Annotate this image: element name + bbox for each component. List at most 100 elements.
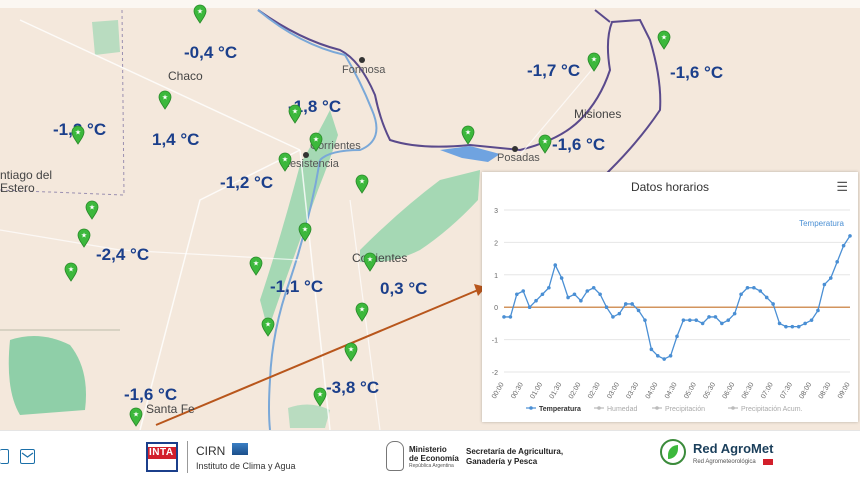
station-marker-icon[interactable]: ★ (355, 302, 369, 322)
flag-icon (763, 459, 773, 465)
x-tick-label: 02:30 (587, 381, 602, 400)
hamburger-menu-icon[interactable]: ☰ (836, 179, 848, 194)
city-dot-formosa (359, 57, 365, 63)
station-marker-icon[interactable]: ★ (355, 174, 369, 194)
station-marker-icon[interactable]: ★ (261, 317, 275, 337)
x-tick-label: 00:00 (491, 381, 506, 400)
svg-text:★: ★ (542, 138, 548, 146)
red-agromet-subtitle: Red Agrometeorológica (693, 459, 756, 465)
svg-text:★: ★ (591, 56, 597, 64)
yacyreta-lake (440, 146, 500, 162)
legend-marker (655, 406, 659, 410)
temperature-point (623, 302, 628, 306)
mail-icon[interactable] (20, 449, 35, 464)
station-marker-icon[interactable]: ★ (64, 262, 78, 282)
hourly-data-chart: Datos horarios ☰ -2 -1 0 1 2 3 00:00 00:30 01:00… (482, 172, 858, 422)
river-paraguay (257, 9, 378, 161)
legend-item: Precipitación Acum. (741, 406, 803, 413)
temperature-point (521, 289, 526, 293)
x-tick-label: 05:30 (702, 381, 717, 400)
svg-text:★: ★ (661, 34, 667, 42)
station-marker-icon[interactable]: ★ (309, 132, 323, 152)
svg-text:★: ★ (197, 8, 203, 16)
svg-text:★: ★ (465, 129, 471, 137)
legend-marker (597, 406, 601, 410)
city-dot-posadas (512, 146, 518, 152)
place-estero: Estero (0, 181, 35, 195)
svg-text:★: ★ (313, 136, 319, 144)
station-marker-icon[interactable]: ★ (461, 125, 475, 145)
station-marker-icon[interactable]: ★ (85, 200, 99, 220)
temp-label: -1,7 °C (527, 61, 581, 80)
station-marker-icon[interactable]: ★ (129, 407, 143, 427)
station-marker-icon[interactable]: ★ (278, 152, 292, 172)
agromet-leaf-icon (660, 439, 686, 465)
x-tick-label: 04:00 (645, 381, 660, 400)
ministerio-line3: República Argentina (409, 463, 454, 469)
temperature-point (707, 315, 711, 319)
ministerio-line1: Ministerio (409, 445, 447, 454)
temperature-point (700, 321, 705, 326)
wetland-sw (8, 336, 86, 415)
temperature-point (508, 315, 513, 319)
x-tick-label: 06:30 (741, 381, 756, 400)
place-corrientes-city: Corrientes (310, 140, 361, 152)
station-marker-icon[interactable]: ★ (363, 252, 377, 272)
temperature-point (559, 276, 564, 280)
x-tick-label: 04:30 (664, 381, 679, 400)
cirn-subtitle: Instituto de Clima y Agua (196, 461, 296, 471)
svg-text:★: ★ (265, 321, 271, 329)
station-marker-icon[interactable]: ★ (249, 256, 263, 276)
cirn-title: CIRN (196, 444, 226, 458)
secretaria-line1: Secretaría de Agricultura, (466, 447, 564, 456)
place-formosa: Formosa (342, 64, 386, 76)
temperature-point (688, 318, 692, 322)
station-marker-icon[interactable]: ★ (298, 222, 312, 242)
chart-plot: -2 -1 0 1 2 3 00:00 00:30 01:00 01:30 02:00 02:30 03… (491, 208, 852, 413)
temperature-point (726, 318, 731, 322)
station-marker-icon[interactable]: ★ (193, 4, 207, 24)
temperature-point (572, 292, 577, 297)
svg-text:★: ★ (162, 94, 168, 102)
station-marker-icon[interactable]: ★ (344, 342, 358, 362)
temperature-point (816, 308, 820, 313)
x-tick-label: 06:00 (722, 381, 737, 400)
legend-item: Humedad (607, 406, 637, 413)
station-marker-icon[interactable]: ★ (71, 125, 85, 145)
x-tick-label: 02:00 (568, 381, 583, 400)
x-tick-label: 08:30 (818, 381, 833, 400)
y-tick-label: -1 (492, 338, 498, 345)
svg-text:★: ★ (359, 306, 365, 314)
place-santafe: Santa Fe (146, 402, 195, 416)
station-marker-icon[interactable]: ★ (158, 90, 172, 110)
station-marker-icon[interactable]: ★ (657, 30, 671, 50)
station-marker-icon[interactable]: ★ (538, 134, 552, 154)
legend-marker (529, 406, 533, 410)
svg-text:★: ★ (133, 411, 139, 419)
x-tick-label: 01:00 (529, 381, 544, 400)
x-tick-label: 07:30 (779, 381, 794, 400)
temperature-point (841, 243, 846, 248)
x-tick-label: 03:00 (606, 381, 621, 400)
station-marker-icon[interactable]: ★ (587, 52, 601, 72)
temp-label: -3,8 °C (326, 378, 380, 397)
temperature-point (803, 321, 807, 326)
secretaria-line2: Ganadería y Pesca (466, 457, 538, 466)
temperature-point (681, 318, 686, 322)
station-marker-icon[interactable]: ★ (288, 104, 302, 124)
temperature-point (636, 308, 641, 313)
station-marker-icon[interactable]: ★ (313, 387, 327, 407)
svg-text:★: ★ (292, 108, 298, 116)
share-icon[interactable] (0, 449, 9, 464)
temperature-point (745, 285, 750, 290)
temperature-point (771, 302, 775, 306)
station-marker-icon[interactable]: ★ (77, 228, 91, 248)
temperature-point (579, 298, 583, 303)
temperature-point (604, 305, 609, 309)
svg-text:★: ★ (89, 204, 95, 212)
park-s (288, 404, 330, 428)
temperature-point (630, 302, 634, 306)
svg-text:★: ★ (302, 226, 308, 234)
x-tick-label: 07:00 (760, 381, 775, 400)
temp-label: -0,4 °C (184, 43, 238, 62)
